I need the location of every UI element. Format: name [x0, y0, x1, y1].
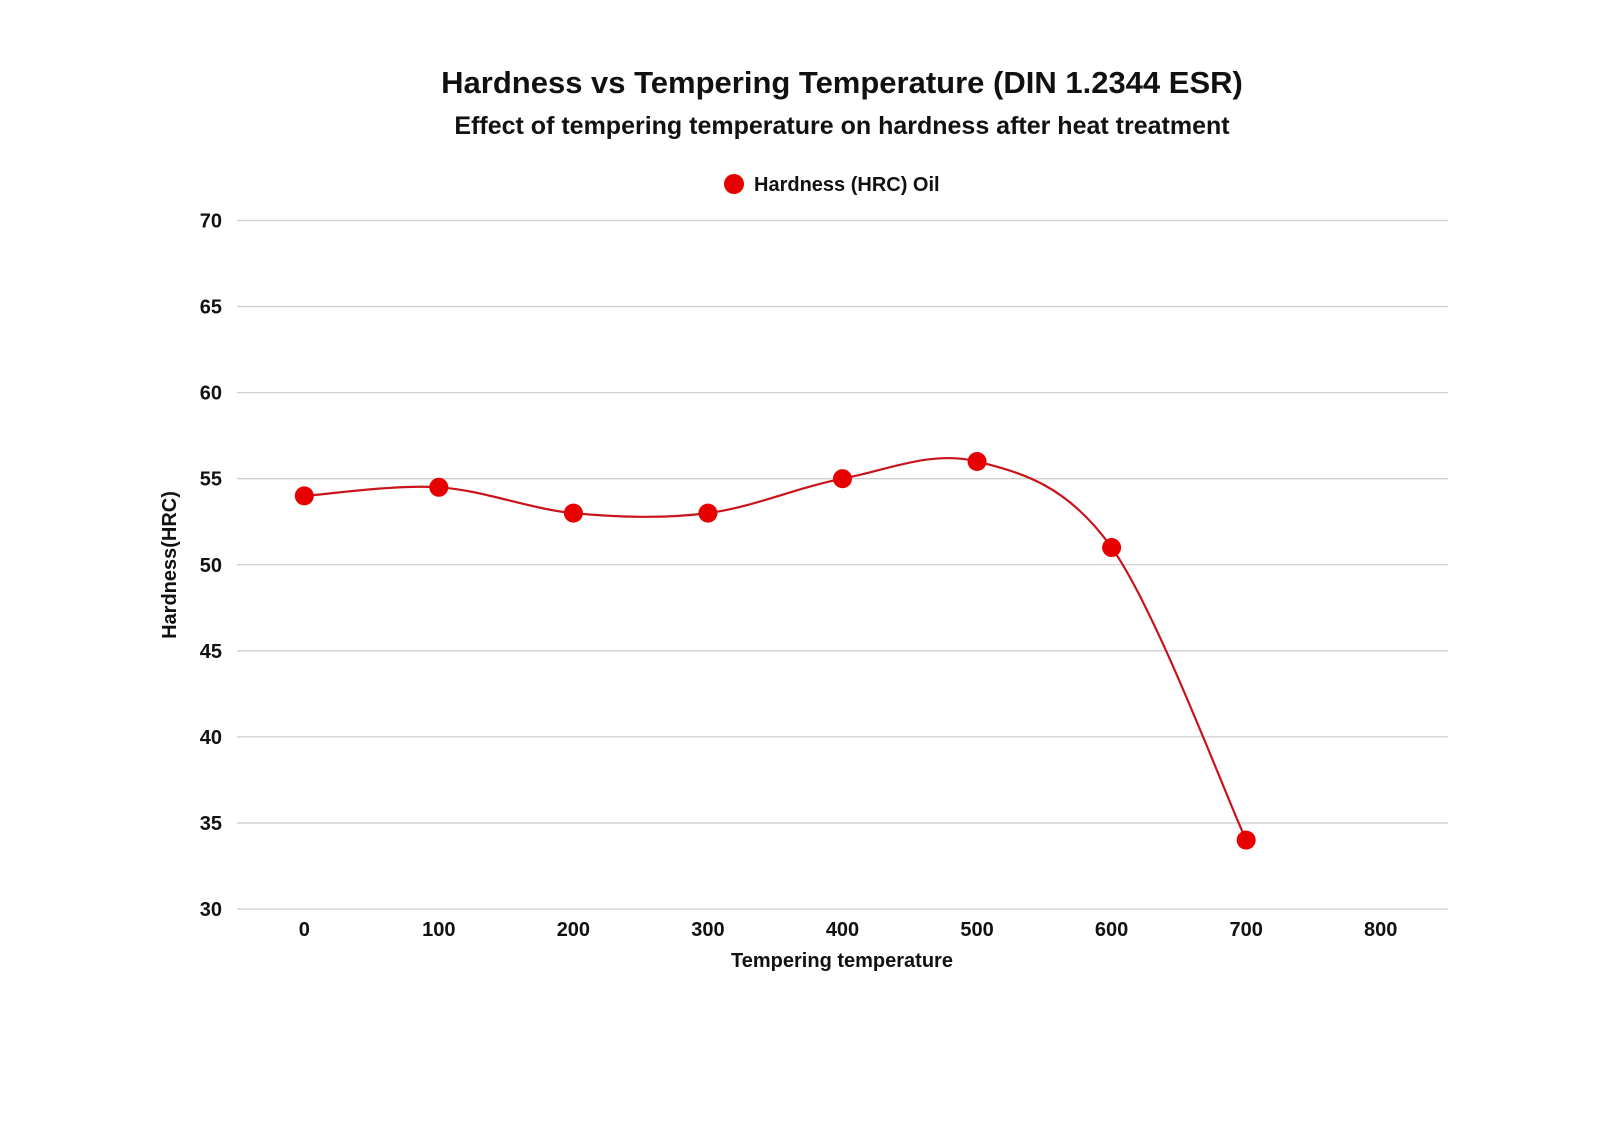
legend-marker — [724, 174, 744, 194]
data-point — [294, 486, 314, 506]
data-point — [833, 469, 852, 489]
x-tick-label: 400 — [826, 919, 859, 941]
y-tick-label: 50 — [200, 555, 222, 577]
x-axis-label: Tempering temperature — [731, 950, 953, 972]
data-point — [1102, 538, 1122, 558]
data-point — [563, 503, 583, 523]
chart-title: Hardness vs Tempering Temperature (DIN 1… — [441, 65, 1243, 100]
data-point — [429, 477, 449, 497]
x-tick-label: 700 — [1229, 919, 1262, 941]
x-tick-label: 800 — [1364, 919, 1397, 941]
y-tick-label: 45 — [200, 641, 222, 663]
x-tick-labels: 0 100 200 300 400 500 600 700 800 — [299, 919, 1398, 941]
y-tick-label: 60 — [200, 383, 222, 405]
x-tick-label: 200 — [557, 919, 590, 941]
y-tick-label: 30 — [200, 899, 222, 921]
data-point — [1236, 830, 1256, 850]
chart-subtitle: Effect of tempering temperature on hardn… — [454, 112, 1230, 140]
data-point — [967, 451, 987, 471]
y-tick-label: 35 — [200, 813, 222, 835]
x-tick-label: 0 — [299, 919, 310, 941]
y-axis-label: Hardness(HRC) — [159, 491, 181, 639]
series-line — [304, 457, 1248, 841]
legend-label: Hardness (HRC) Oil — [754, 174, 940, 196]
x-tick-label: 100 — [422, 919, 455, 941]
y-tick-labels: 30 35 40 45 50 55 60 65 70 — [200, 211, 222, 922]
y-tick-label: 40 — [200, 727, 222, 749]
y-tick-label: 65 — [200, 297, 222, 319]
x-tick-label: 500 — [960, 919, 993, 941]
series — [294, 451, 1256, 850]
y-tick-label: 55 — [200, 469, 222, 491]
y-tick-label: 70 — [200, 211, 222, 233]
gridlines — [237, 219, 1448, 910]
legend: Hardness (HRC) Oil — [724, 174, 940, 196]
x-tick-label: 600 — [1095, 919, 1128, 941]
data-point — [698, 503, 718, 523]
x-tick-label: 300 — [691, 919, 724, 941]
